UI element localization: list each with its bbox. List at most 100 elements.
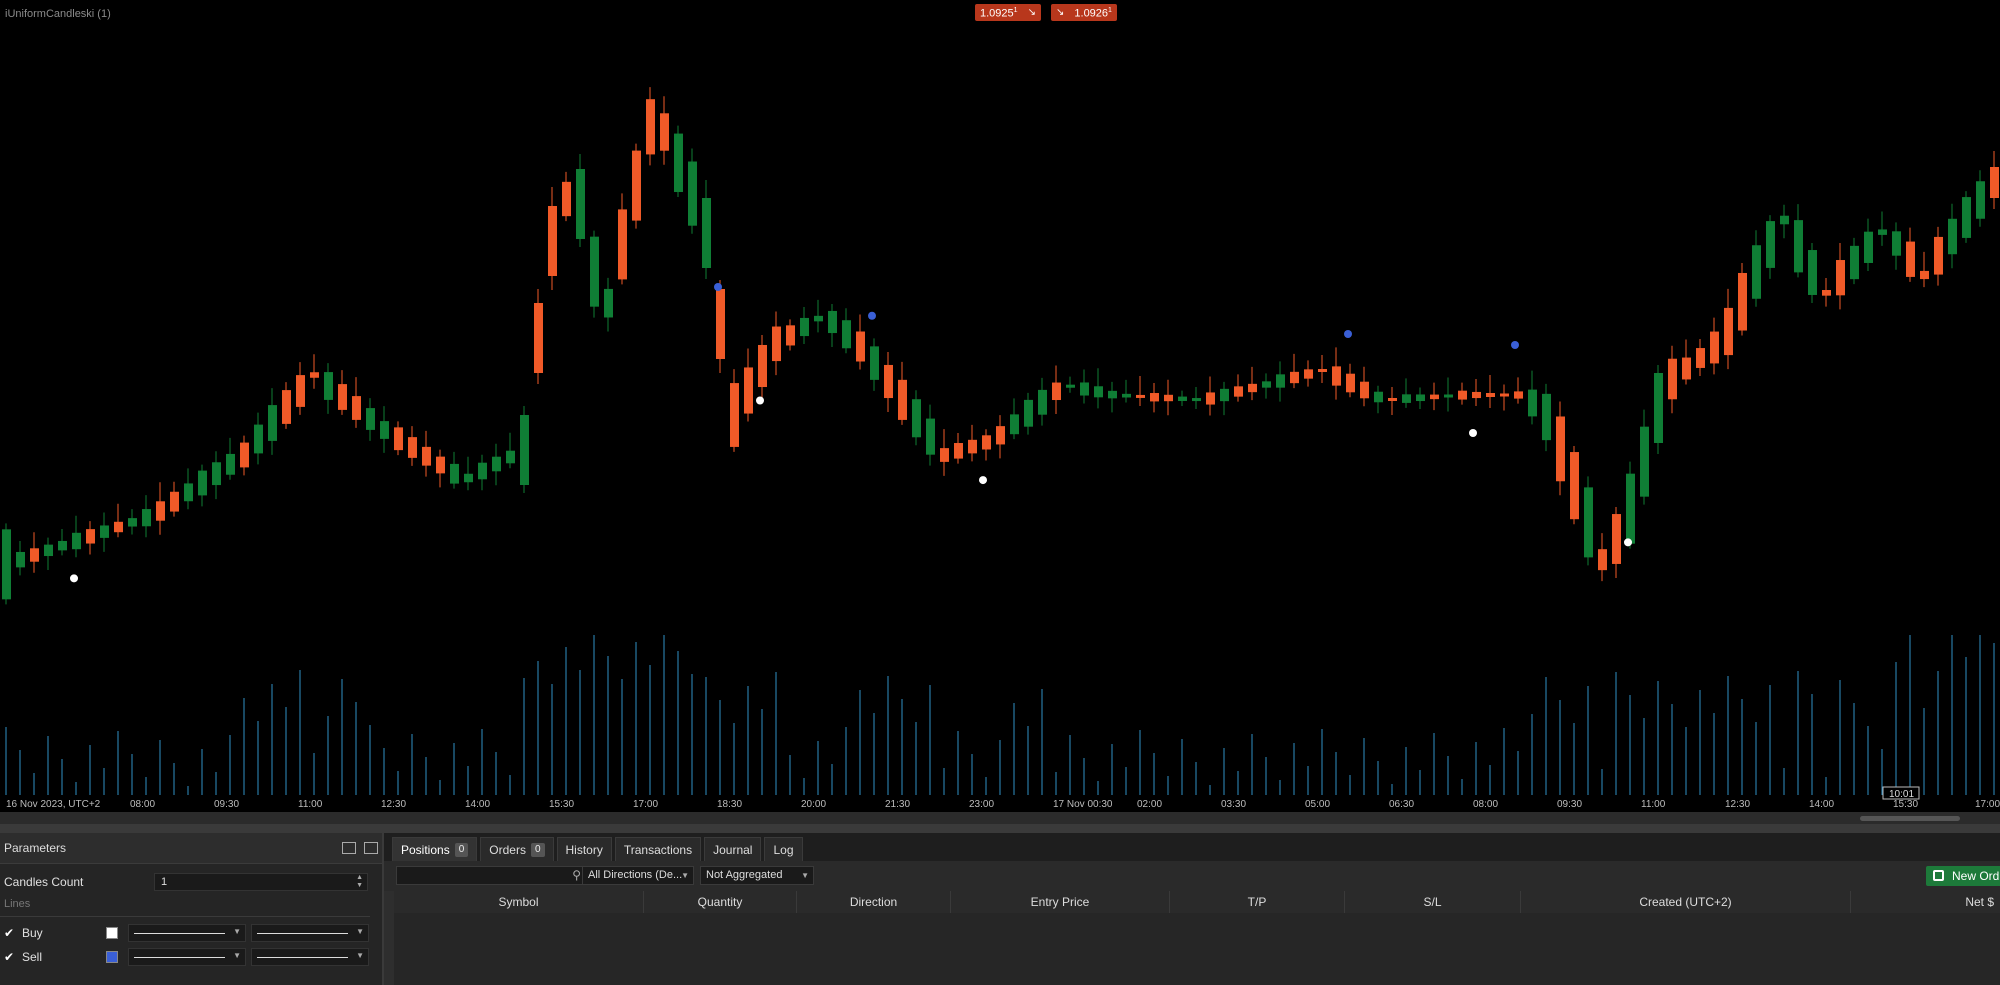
column-header-net[interactable]: Net $ <box>1965 895 1994 909</box>
candle-body <box>1248 383 1257 393</box>
candle-body <box>1976 181 1985 219</box>
ask-price: 1.0926 <box>1074 7 1109 20</box>
sell-line-style-select[interactable]: ▼ <box>128 948 246 966</box>
buy-line-width-select[interactable]: ▼ <box>251 924 369 942</box>
tab-orders[interactable]: Orders 0 <box>480 837 554 861</box>
candle-body <box>1570 452 1579 520</box>
tab-transactions[interactable]: Transactions <box>614 837 702 861</box>
price-chart[interactable]: 16 Nov 2023, UTC+2 08:00 09:30 11:00 12:30 14… <box>0 0 2000 813</box>
tab-history[interactable]: History <box>556 837 612 861</box>
positions-table-header: Symbol Quantity Direction Entry Price T/… <box>394 891 2000 913</box>
sell-price-button[interactable]: 1.09251 ↘ <box>975 4 1041 21</box>
tab-journal[interactable]: Journal <box>704 837 762 861</box>
buy-line-style-select[interactable]: ▼ <box>128 924 246 942</box>
x-axis-tick-label: 21:30 <box>885 799 910 810</box>
column-header-direction[interactable]: Direction <box>797 891 951 913</box>
candle-body <box>492 456 501 472</box>
buy-signal-marker <box>70 574 78 583</box>
column-header-symbol[interactable]: Symbol <box>394 891 644 913</box>
tab-positions[interactable]: Positions 0 <box>392 837 478 861</box>
column-header-entry-price[interactable]: Entry Price <box>951 891 1170 913</box>
x-axis-tick-label: 20:00 <box>801 799 826 810</box>
candle-body <box>660 113 669 151</box>
candle-body <box>366 408 375 430</box>
x-axis-tick-label: 17 Nov 00:30 <box>1053 799 1113 810</box>
candle-body <box>1416 394 1425 402</box>
crosshair-time-box <box>1882 786 1920 800</box>
parameters-panel: Parameters Candles Count 1 ▲ ▼ Lines ✔ Bu… <box>0 833 384 985</box>
candle-body <box>1738 272 1747 331</box>
aggregation-filter-select[interactable]: Not Aggregated ▼ <box>700 866 814 885</box>
candle-body <box>1360 381 1369 399</box>
sell-signal-marker <box>714 283 722 291</box>
x-axis-tick-label: 02:00 <box>1137 799 1162 810</box>
candle-body <box>982 435 991 450</box>
sell-signal-marker <box>1511 341 1519 349</box>
sell-line-width-select[interactable]: ▼ <box>251 948 369 966</box>
candle-body <box>1584 487 1593 558</box>
candle-body <box>1626 473 1635 544</box>
candle-body <box>72 532 81 550</box>
candle-body <box>1514 391 1523 399</box>
scrollbar-thumb[interactable] <box>1860 816 1960 821</box>
search-icon: ⚲ <box>572 868 581 882</box>
buy-checkbox[interactable]: ✔ <box>4 926 15 940</box>
buy-color-swatch[interactable] <box>106 927 118 939</box>
column-header-quantity[interactable]: Quantity <box>644 891 797 913</box>
candle-body <box>968 439 977 454</box>
candle-body <box>604 288 613 318</box>
candle-body <box>1500 393 1509 397</box>
x-axis-tick-label: 05:00 <box>1305 799 1330 810</box>
sell-signal-marker <box>1344 330 1352 338</box>
save-icon[interactable] <box>364 842 378 854</box>
sell-checkbox[interactable]: ✔ <box>4 950 15 964</box>
candles-count-label: Candles Count <box>4 875 84 889</box>
column-header-sl[interactable]: S/L <box>1345 891 1521 913</box>
candle-body <box>1934 236 1943 275</box>
panel-splitter[interactable] <box>0 824 2000 833</box>
candle-body <box>716 289 725 359</box>
sell-color-swatch[interactable] <box>106 951 118 963</box>
chevron-down-icon: ▼ <box>681 871 689 880</box>
candle-body <box>772 326 781 362</box>
candle-body <box>814 315 823 322</box>
candle-body <box>478 462 487 480</box>
candle-body <box>940 448 949 462</box>
positions-toolbar: ⚲ All Directions (De... ▼ Not Aggregated ▼… <box>384 861 2000 891</box>
candle-body <box>2 529 11 600</box>
buy-signal-marker <box>1624 538 1632 547</box>
candle-body <box>1780 215 1789 225</box>
candle-body <box>450 463 459 484</box>
candle-body <box>184 483 193 502</box>
candle-body <box>1332 366 1341 386</box>
search-input[interactable]: ⚲ <box>396 866 586 885</box>
candle-body <box>632 150 641 221</box>
candles-count-input[interactable]: 1 ▲ ▼ <box>154 873 368 891</box>
candle-body <box>254 424 263 454</box>
minimize-icon[interactable] <box>342 842 356 854</box>
candle-body <box>394 427 403 451</box>
candle-body <box>842 320 851 349</box>
sell-signal-marker <box>868 311 876 320</box>
buy-price-button[interactable]: ↘ 1.09261 <box>1051 4 1117 21</box>
candle-body <box>1220 388 1229 402</box>
candle-body <box>758 344 767 388</box>
new-order-button[interactable]: New Ord <box>1926 866 2000 886</box>
stepper-icon[interactable]: ▲ ▼ <box>356 874 363 889</box>
direction-filter-select[interactable]: All Directions (De... ▼ <box>582 866 694 885</box>
candle-body <box>1262 381 1271 388</box>
buy-signal-marker <box>979 476 987 485</box>
column-header-created[interactable]: Created (UTC+2) <box>1521 891 1851 913</box>
chart-scrollbar[interactable] <box>0 812 2000 824</box>
candlestick-chart-svg[interactable]: 16 Nov 2023, UTC+2 08:00 09:30 11:00 12:30 14… <box>0 0 2000 812</box>
candle-body <box>1528 389 1537 417</box>
tab-log[interactable]: Log <box>764 837 803 861</box>
column-header-tp[interactable]: T/P <box>1170 891 1345 913</box>
candle-body <box>730 383 739 447</box>
candle-body <box>212 462 221 486</box>
candle-body <box>1388 398 1397 401</box>
candle-body <box>198 470 207 496</box>
x-axis-tick-label: 23:00 <box>969 799 994 810</box>
arrow-down-icon: ↘ <box>1027 7 1036 18</box>
tab-label: Journal <box>713 842 753 857</box>
